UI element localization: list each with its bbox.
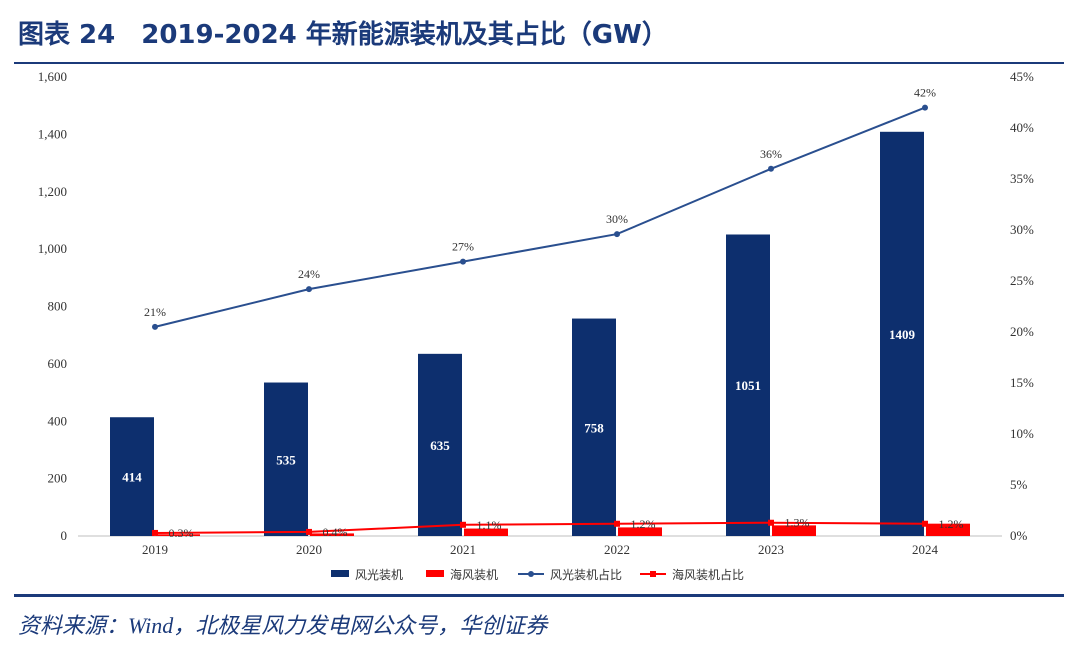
- y2-tick-label: 5%: [1010, 477, 1028, 492]
- x-tick-label: 2021: [450, 542, 476, 557]
- point-label: 42%: [914, 86, 936, 100]
- point-label: 1.1%: [477, 518, 502, 532]
- y2-tick-label: 10%: [1010, 426, 1034, 441]
- x-tick-label: 2019: [142, 542, 168, 557]
- point-label: 1.2%: [631, 517, 656, 531]
- legend-marker: [650, 571, 656, 577]
- point-风光装机占比: [152, 323, 158, 330]
- bar-value-label: 635: [430, 438, 450, 453]
- bar-风光装机: [110, 417, 154, 536]
- y2-tick-label: 35%: [1010, 171, 1034, 186]
- point-风光装机占比: [614, 231, 620, 238]
- point-海风装机占比: [306, 528, 312, 535]
- bar-海风装机: [156, 534, 200, 536]
- point-label: 21%: [144, 305, 166, 319]
- legend-label: 风光装机: [355, 568, 403, 582]
- x-tick-label: 2022: [604, 542, 630, 557]
- y-tick-label: 1,000: [38, 241, 67, 256]
- bar-value-label: 535: [276, 452, 296, 467]
- point-label: 24%: [298, 267, 320, 281]
- page-title: 图表 24 2019-2024 年新能源装机及其占比（GW）: [18, 20, 668, 50]
- y2-tick-label: 15%: [1010, 375, 1034, 390]
- chart: 0 200 400 600 800 1,000 1,200 1,400 1,600 0% 5% 10%…: [38, 69, 1034, 582]
- legend-marker: [528, 571, 534, 577]
- legend-swatch: [331, 570, 349, 577]
- y2-tick-label: 40%: [1010, 120, 1034, 135]
- y2-tick-label: 30%: [1010, 222, 1034, 237]
- y2-tick-label: 20%: [1010, 324, 1034, 339]
- y-tick-label: 1,200: [38, 184, 67, 199]
- point-label: 27%: [452, 240, 474, 254]
- point-label: 30%: [606, 212, 628, 226]
- bar-风光装机: [264, 382, 308, 536]
- point-风光装机占比: [306, 286, 312, 293]
- point-海风装机占比: [460, 521, 466, 528]
- bar-风光装机: [418, 353, 462, 536]
- bar-value-label: 758: [584, 420, 604, 435]
- point-label: 0.3%: [169, 526, 194, 540]
- point-label: 36%: [760, 147, 782, 161]
- point-风光装机占比: [768, 165, 774, 172]
- x-tick-label: 2024: [912, 542, 939, 557]
- line-海风装机占比: [154, 521, 926, 534]
- legend-swatch: [426, 570, 444, 577]
- y-tick-label: 0: [61, 528, 68, 543]
- y-tick-label: 400: [48, 413, 68, 428]
- point-海风装机占比: [922, 520, 928, 527]
- source-note: 资料来源：Wind，北极星风力发电网公众号，华创证券: [18, 613, 548, 638]
- legend-label: 海风装机占比: [672, 567, 744, 582]
- y-tick-label: 800: [48, 299, 68, 314]
- point-海风装机占比: [614, 520, 620, 527]
- y2-tick-label: 45%: [1010, 69, 1034, 84]
- point-风光装机占比: [460, 258, 466, 265]
- point-海风装机占比: [768, 519, 774, 526]
- y-tick-label: 1,600: [38, 69, 67, 84]
- title-divider: [14, 62, 1064, 64]
- bar-value-label: 414: [122, 470, 142, 485]
- bar-海风装机: [926, 523, 970, 536]
- y-tick-label: 600: [48, 356, 68, 371]
- bar-海风装机: [772, 525, 816, 536]
- point-label: 1.2%: [939, 517, 964, 531]
- point-label: 0.4%: [323, 525, 348, 539]
- bar-风光装机: [726, 234, 770, 536]
- bar-海风装机: [618, 527, 662, 536]
- y-tick-label: 1,400: [38, 126, 67, 141]
- line-风光装机占比: [154, 106, 926, 328]
- legend-label: 风光装机占比: [550, 567, 622, 582]
- point-label: 1.3%: [785, 516, 810, 530]
- footer-divider: [14, 594, 1064, 597]
- legend-label: 海风装机: [450, 567, 498, 582]
- y2-tick-label: 0%: [1010, 528, 1028, 543]
- y2-tick-label: 25%: [1010, 273, 1034, 288]
- y-tick-label: 200: [48, 471, 68, 486]
- bar-value-label: 1409: [889, 327, 916, 342]
- x-tick-label: 2023: [758, 542, 784, 557]
- x-tick-label: 2020: [296, 542, 322, 557]
- bar-风光装机: [880, 131, 924, 536]
- point-海风装机占比: [152, 529, 158, 536]
- bar-海风装机: [310, 533, 354, 536]
- bar-风光装机: [572, 318, 616, 536]
- point-风光装机占比: [922, 104, 928, 111]
- bar-海风装机: [464, 528, 508, 536]
- bar-value-label: 1051: [735, 378, 761, 393]
